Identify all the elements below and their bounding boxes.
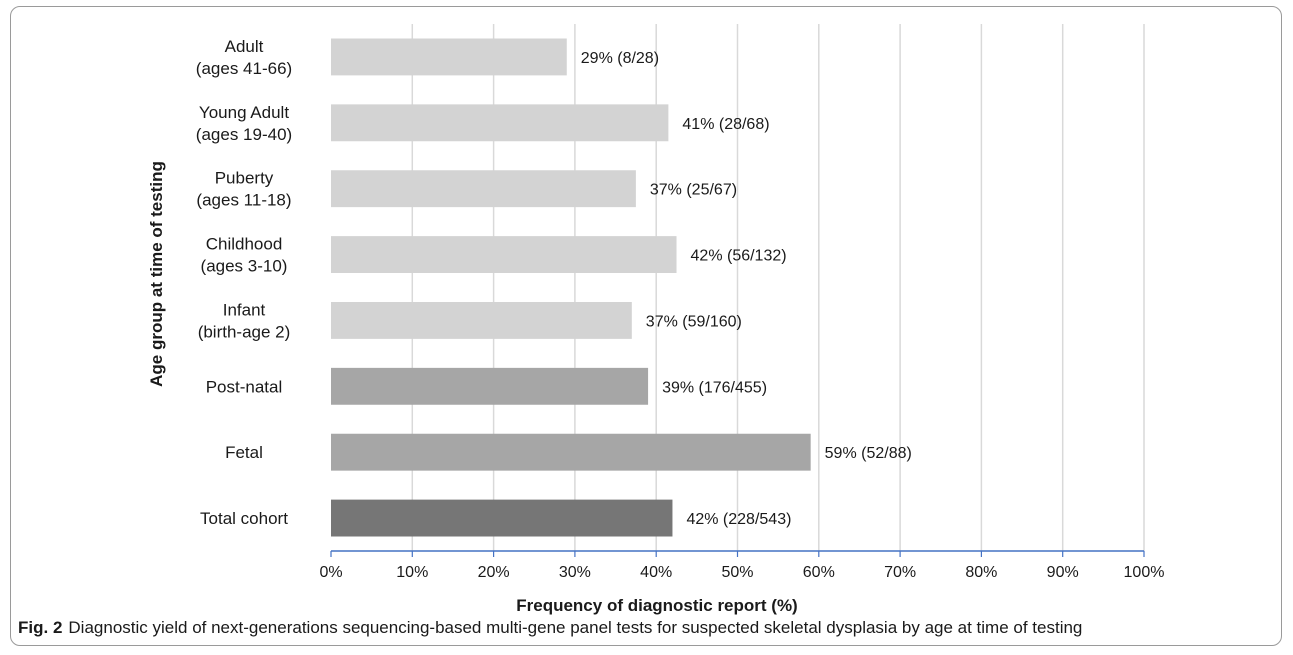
x-axis-title: Frequency of diagnostic report (%) <box>516 596 797 615</box>
data-label: 37% (59/160) <box>646 313 742 330</box>
category-label: Total cohort <box>200 509 288 528</box>
data-label: 42% (228/543) <box>686 511 791 528</box>
bar <box>331 301 632 339</box>
y-axis-title: Age group at time of testing <box>147 161 166 387</box>
bar <box>331 433 811 471</box>
x-tick-label: 80% <box>965 564 997 581</box>
x-tick-label: 50% <box>721 564 753 581</box>
data-label: 59% (52/88) <box>825 445 912 462</box>
category-label: Fetal <box>225 443 263 462</box>
category-label: Young Adult <box>199 103 289 122</box>
category-label: (ages 3-10) <box>201 257 288 276</box>
figure-caption: Fig. 2 Diagnostic yield of next-generatio… <box>18 618 1278 638</box>
bar <box>331 170 636 208</box>
figure-frame <box>10 6 1282 646</box>
category-label: (ages 11-18) <box>196 191 291 210</box>
data-label: 41% (28/68) <box>682 116 769 133</box>
x-tick-label: 60% <box>803 564 835 581</box>
data-label: 39% (176/455) <box>662 379 767 396</box>
category-label: (birth-age 2) <box>198 322 291 341</box>
bar <box>331 236 677 274</box>
data-label: 29% (8/28) <box>581 50 659 67</box>
category-label: Infant <box>223 300 266 319</box>
x-tick-labels: 0% 10% 20% 30% 40% 50% 60% 70% 80% 90% 100% <box>319 564 1164 581</box>
caption-label: Fig. 2 <box>18 618 63 637</box>
category-label: (ages 41-66) <box>196 59 292 78</box>
bars <box>331 38 811 537</box>
x-tick-label: 10% <box>396 564 428 581</box>
x-tick-label: 20% <box>478 564 510 581</box>
x-tick-label: 100% <box>1124 564 1165 581</box>
category-label: Childhood <box>206 235 283 254</box>
x-tick-label: 40% <box>640 564 672 581</box>
x-tick-label: 90% <box>1047 564 1079 581</box>
data-label: 42% (56/132) <box>691 248 787 265</box>
bar <box>331 104 669 142</box>
x-tick-label: 30% <box>559 564 591 581</box>
category-label: Puberty <box>215 169 274 188</box>
category-label: Adult <box>225 37 264 56</box>
x-axis <box>330 550 1145 557</box>
caption-text: Diagnostic yield of next-generations seq… <box>68 618 1083 637</box>
bar <box>331 367 649 405</box>
data-labels: 29% (8/28) 41% (28/68) 37% (25/67) 42% (56/… <box>581 50 912 528</box>
category-label: (ages 19-40) <box>196 125 292 144</box>
category-labels: Adult (ages 41-66) Young Adult (ages 19-40)… <box>196 37 292 528</box>
data-label: 37% (25/67) <box>650 182 737 199</box>
x-tick-label: 0% <box>319 564 342 581</box>
x-tick-label: 70% <box>884 564 916 581</box>
gridlines <box>411 24 1145 551</box>
bar-chart: 0% 10% 20% 30% 40% 50% 60% 70% 80% 90% 100% Adult (… <box>147 24 1164 615</box>
category-label: Post-natal <box>206 377 283 396</box>
bar <box>331 499 673 537</box>
bar <box>331 38 567 76</box>
